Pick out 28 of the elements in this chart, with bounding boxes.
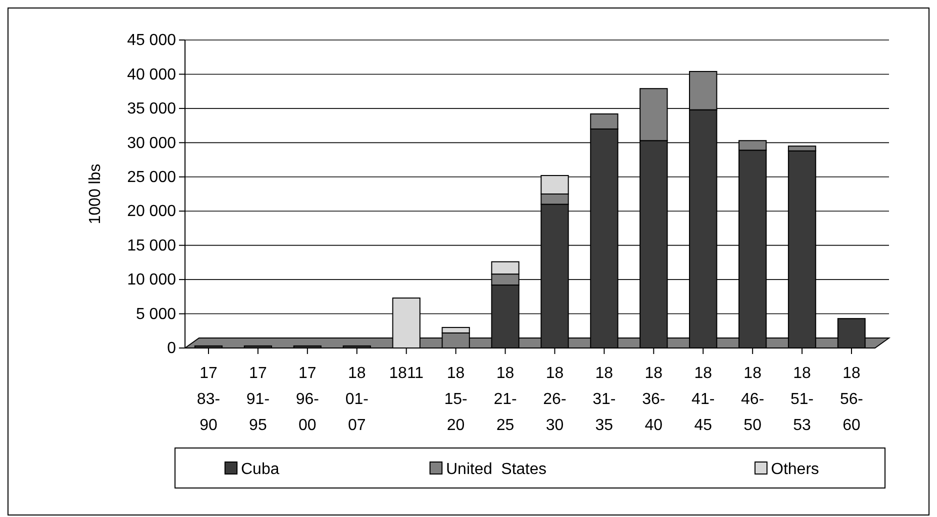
y-tick-label: 35 000 xyxy=(127,100,176,118)
legend-label: United States xyxy=(446,461,546,478)
y-tick-label: 30 000 xyxy=(127,134,176,152)
y-tick-label: 10 000 xyxy=(127,272,176,289)
x-tick-label: 1846-50 xyxy=(741,365,764,434)
x-tick-label: 1811 xyxy=(389,365,424,382)
y-tick-label: 45 000 xyxy=(127,32,176,50)
y-tick-label: 40 000 xyxy=(127,66,176,84)
legend-label: Cuba xyxy=(241,461,280,478)
x-tick-label: 1826-30 xyxy=(543,365,566,434)
y-tick-label: 25 000 xyxy=(127,169,176,186)
x-tick-label: 1856-60 xyxy=(840,365,864,434)
x-tick-label: 1836-40 xyxy=(642,365,666,434)
x-tick-label: 1801-07 xyxy=(345,365,368,434)
y-tick-label: 20 000 xyxy=(127,203,176,220)
x-tick-label: 1841-45 xyxy=(692,365,715,434)
x-tick-label: 1851-53 xyxy=(790,365,814,434)
y-tick-label: 0 xyxy=(167,340,176,358)
x-tick-label: 1783-90 xyxy=(196,365,220,434)
y-axis-title: 1000 lbs xyxy=(87,164,104,224)
legend-label: Others xyxy=(771,461,820,478)
y-tick-label: 15 000 xyxy=(127,237,176,254)
x-tick-label: 1815-20 xyxy=(444,365,468,434)
x-tick-label: 1791-95 xyxy=(246,365,270,434)
y-tick-label: 5 000 xyxy=(136,306,176,323)
x-tick-label: 1796-00 xyxy=(296,365,319,434)
x-tick-label: 1821-25 xyxy=(494,365,517,434)
x-tick-label: 1831-35 xyxy=(592,365,616,434)
